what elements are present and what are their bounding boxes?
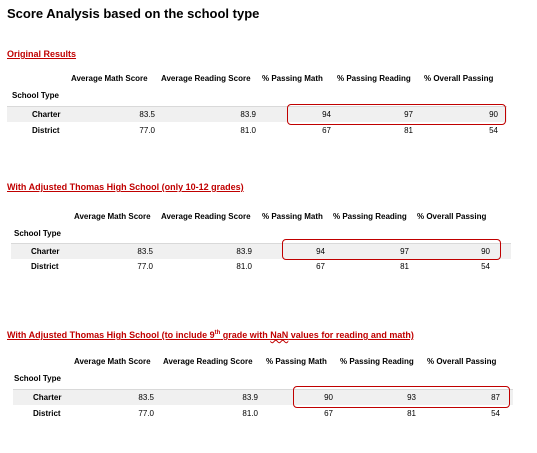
- table-cell: 81: [407, 409, 416, 418]
- table-cell: 77.0: [137, 262, 153, 271]
- col-header: % Passing Reading: [340, 357, 414, 366]
- row-label: District: [32, 126, 60, 135]
- section-label-adjusted-9th-grade: With Adjusted Thomas High School (to inc…: [7, 330, 414, 340]
- table-cell: 83.5: [138, 393, 154, 402]
- table-cell: 93: [407, 393, 416, 402]
- results-table-original: Average Math Score Average Reading Score…: [7, 74, 507, 154]
- table-cell: 90: [489, 110, 498, 119]
- row-label: Charter: [33, 393, 62, 402]
- table-cell: 81.0: [236, 262, 252, 271]
- table-row: District 77.0 81.0 67 81 54: [11, 259, 511, 274]
- col-header: Average Reading Score: [161, 212, 251, 221]
- highlight-box: [287, 104, 506, 125]
- col-header: % Overall Passing: [417, 212, 487, 221]
- table-cell: 83.5: [137, 247, 153, 256]
- table-cell: 83.5: [139, 110, 155, 119]
- col-header: Average Reading Score: [161, 74, 251, 83]
- results-table-adjusted-9th-grade: Average Math Score Average Reading Score…: [13, 357, 513, 437]
- table-cell: 77.0: [139, 126, 155, 135]
- table-cell: 67: [322, 126, 331, 135]
- table-row: Charter 83.5 83.9 90 93 87: [13, 390, 513, 405]
- section-label-adjusted-10-12: With Adjusted Thomas High School (only 1…: [7, 182, 244, 192]
- table-cell: 67: [316, 262, 325, 271]
- row-label: District: [31, 262, 59, 271]
- table-cell: 81: [400, 262, 409, 271]
- table-cell: 54: [491, 409, 500, 418]
- col-header: % Passing Reading: [333, 212, 407, 221]
- page-title: Score Analysis based on the school type: [7, 6, 260, 21]
- table-cell: 77.0: [138, 409, 154, 418]
- table-cell: 81.0: [242, 409, 258, 418]
- col-header: % Passing Reading: [337, 74, 411, 83]
- row-label: Charter: [31, 247, 60, 256]
- table-cell: 90: [481, 247, 490, 256]
- table-cell: 97: [400, 247, 409, 256]
- col-header: % Overall Passing: [424, 74, 494, 83]
- table-row: Charter 83.5 83.9 94 97 90: [7, 107, 507, 122]
- table-row: Charter 83.5 83.9 94 97 90: [11, 244, 511, 259]
- section-label-original: Original Results: [7, 49, 77, 59]
- col-header: % Passing Math: [262, 74, 323, 83]
- table-cell: 87: [491, 393, 500, 402]
- col-header: % Overall Passing: [427, 357, 497, 366]
- table-cell: 94: [316, 247, 325, 256]
- highlight-box: [293, 386, 510, 408]
- table-cell: 81: [404, 126, 413, 135]
- col-header: % Passing Math: [266, 357, 327, 366]
- table-cell: 83.9: [240, 110, 256, 119]
- col-header: Average Reading Score: [163, 357, 253, 366]
- highlight-box: [282, 239, 501, 260]
- table-cell: 97: [404, 110, 413, 119]
- table-cell: 67: [324, 409, 333, 418]
- row-label: District: [33, 409, 61, 418]
- index-title: School Type: [12, 91, 59, 100]
- table-row: District 77.0 81.0 67 81 54: [13, 406, 513, 421]
- col-header: Average Math Score: [71, 74, 148, 83]
- table-cell: 94: [322, 110, 331, 119]
- row-label: Charter: [32, 110, 61, 119]
- table-cell: 54: [489, 126, 498, 135]
- results-table-adjusted-10-12: Average Math Score Average Reading Score…: [11, 212, 511, 292]
- table-cell: 90: [324, 393, 333, 402]
- index-title: School Type: [14, 229, 61, 238]
- col-header: % Passing Math: [262, 212, 323, 221]
- col-header: Average Math Score: [74, 212, 151, 221]
- index-title: School Type: [14, 374, 61, 383]
- table-cell: 81.0: [240, 126, 256, 135]
- table-cell: 83.9: [242, 393, 258, 402]
- col-header: Average Math Score: [74, 357, 151, 366]
- table-cell: 83.9: [236, 247, 252, 256]
- table-cell: 54: [481, 262, 490, 271]
- table-row: District 77.0 81.0 67 81 54: [7, 123, 507, 138]
